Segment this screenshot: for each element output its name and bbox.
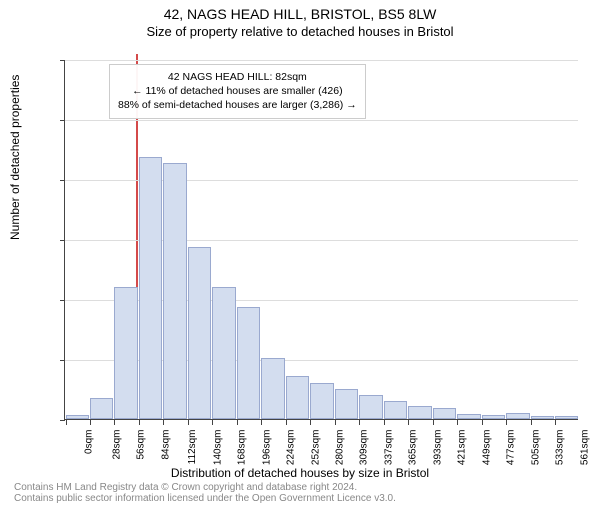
x-tick-mark (212, 419, 213, 425)
gridline-h (65, 120, 578, 121)
x-tick-label: 28sqm (111, 430, 122, 460)
x-tick-label: 505sqm (530, 430, 541, 466)
histogram-bar (310, 383, 333, 419)
annotation-box: 42 NAGS HEAD HILL: 82sqm ← 11% of detach… (109, 64, 366, 119)
histogram-bar (482, 415, 505, 420)
histogram-bar (163, 163, 186, 420)
x-tick-mark (555, 419, 556, 425)
y-tick-mark (60, 300, 65, 301)
property-size-histogram: 42, NAGS HEAD HILL, BRISTOL, BS5 8LW Siz… (0, 6, 600, 506)
x-tick-mark (408, 419, 409, 425)
y-axis-label: Number of detached properties (8, 75, 22, 240)
x-tick-label: 393sqm (432, 430, 443, 466)
x-tick-mark (335, 419, 336, 425)
x-tick-label: 140sqm (212, 430, 223, 466)
x-tick-label: 196sqm (261, 430, 272, 466)
x-tick-mark (531, 419, 532, 425)
x-tick-mark (482, 419, 483, 425)
y-tick-mark (60, 180, 65, 181)
x-tick-mark (310, 419, 311, 425)
x-tick-mark (163, 419, 164, 425)
x-tick-label: 280sqm (334, 430, 345, 466)
chart-subtitle: Size of property relative to detached ho… (0, 24, 600, 39)
y-tick-mark (60, 420, 65, 421)
x-tick-mark (506, 419, 507, 425)
x-tick-mark (384, 419, 385, 425)
histogram-bar (261, 358, 284, 420)
histogram-bar (66, 415, 89, 419)
x-tick-label: 365sqm (408, 430, 419, 466)
x-tick-mark (188, 419, 189, 425)
x-tick-mark (237, 419, 238, 425)
x-tick-mark (433, 419, 434, 425)
x-tick-label: 337sqm (383, 430, 394, 466)
histogram-bar (212, 287, 235, 419)
histogram-bar (237, 307, 260, 420)
y-tick-mark (60, 60, 65, 61)
histogram-bar (139, 157, 162, 420)
x-tick-mark (261, 419, 262, 425)
histogram-bar (555, 416, 578, 419)
histogram-bar (335, 389, 358, 419)
annotation-line-2: ← 11% of detached houses are smaller (42… (118, 84, 357, 98)
histogram-bar (408, 406, 431, 420)
attribution-footer: Contains HM Land Registry data © Crown c… (14, 482, 396, 504)
x-tick-label: 112sqm (187, 430, 198, 465)
histogram-bar (531, 416, 554, 419)
x-tick-label: 56sqm (136, 430, 147, 460)
x-tick-mark (66, 419, 67, 425)
histogram-bar (384, 401, 407, 419)
histogram-bar (90, 398, 113, 419)
x-tick-mark (286, 419, 287, 425)
x-tick-mark (457, 419, 458, 425)
x-tick-label: 0sqm (84, 430, 95, 454)
x-tick-label: 477sqm (506, 430, 517, 466)
x-tick-mark (90, 419, 91, 425)
x-tick-mark (114, 419, 115, 425)
x-tick-label: 84sqm (160, 430, 171, 460)
x-axis-label: Distribution of detached houses by size … (0, 466, 600, 480)
annotation-line-1: 42 NAGS HEAD HILL: 82sqm (118, 70, 357, 84)
x-tick-label: 561sqm (579, 430, 590, 466)
histogram-bar (359, 395, 382, 419)
histogram-bar (506, 413, 529, 419)
histogram-bar (286, 376, 309, 420)
footer-line-2: Contains public sector information licen… (14, 493, 396, 504)
y-tick-mark (60, 120, 65, 121)
y-tick-mark (60, 240, 65, 241)
histogram-bar (188, 247, 211, 420)
x-tick-label: 533sqm (555, 430, 566, 466)
x-tick-label: 449sqm (481, 430, 492, 466)
x-tick-mark (359, 419, 360, 425)
x-tick-label: 168sqm (236, 430, 247, 466)
y-tick-mark (60, 360, 65, 361)
x-tick-label: 252sqm (310, 430, 321, 466)
plot-area: 42 NAGS HEAD HILL: 82sqm ← 11% of detach… (64, 60, 578, 420)
histogram-bar (457, 414, 480, 419)
x-tick-label: 224sqm (285, 430, 296, 466)
chart-title: 42, NAGS HEAD HILL, BRISTOL, BS5 8LW (0, 6, 600, 22)
gridline-h (65, 60, 578, 61)
x-tick-label: 421sqm (457, 430, 468, 466)
footer-line-1: Contains HM Land Registry data © Crown c… (14, 482, 396, 493)
x-tick-label: 309sqm (359, 430, 370, 466)
histogram-bar (114, 287, 137, 419)
annotation-line-3: 88% of semi-detached houses are larger (… (118, 98, 357, 112)
x-tick-mark (139, 419, 140, 425)
histogram-bar (433, 408, 456, 419)
